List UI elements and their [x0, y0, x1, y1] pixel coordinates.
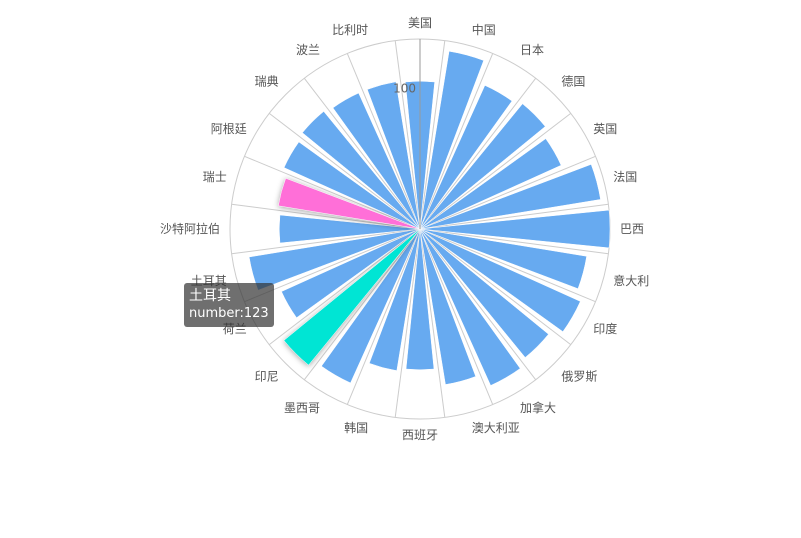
spoke-line	[303, 77, 421, 230]
spoke-line	[419, 112, 572, 230]
bar-印度	[419, 228, 581, 333]
bar-澳大利亚	[419, 228, 477, 385]
bar-荷兰	[281, 228, 421, 319]
bar-波兰	[332, 92, 421, 230]
bar-中国	[419, 50, 485, 230]
bar-瑞士	[278, 177, 421, 230]
spoke-line	[268, 228, 421, 346]
bar-日本	[419, 85, 513, 230]
bar-意大利	[419, 228, 587, 290]
category-label-德国: 德国	[561, 74, 585, 89]
category-label-法国: 法国	[613, 170, 637, 184]
category-label-巴西: 巴西	[620, 222, 644, 236]
category-label-印尼: 印尼	[255, 369, 279, 383]
spoke-line	[419, 203, 609, 230]
spoke-line	[394, 40, 421, 230]
spoke-line	[244, 228, 421, 303]
category-label-沙特阿拉伯: 沙特阿拉伯	[160, 221, 220, 236]
category-label-英国: 英国	[593, 122, 617, 136]
category-label-波兰: 波兰	[296, 43, 320, 57]
bar-法国	[419, 164, 601, 230]
spoke-line	[419, 228, 446, 418]
category-label-阿根廷: 阿根廷	[211, 122, 247, 136]
category-label-瑞典: 瑞典	[255, 75, 279, 89]
spoke-line	[346, 228, 421, 405]
bar-沙特阿拉伯	[279, 214, 421, 244]
bar-韩国	[368, 228, 421, 371]
spoke-line	[394, 228, 421, 418]
spoke-line	[419, 228, 572, 346]
bar-巴西	[419, 209, 611, 249]
bar-英国	[419, 138, 562, 230]
radius-tick-label: 100	[393, 81, 416, 95]
category-label-美国: 美国	[408, 16, 432, 30]
bar-墨西哥	[321, 228, 421, 384]
category-label-墨西哥: 墨西哥	[284, 401, 320, 415]
tooltip-value: number:123	[189, 306, 269, 321]
category-label-西班牙: 西班牙	[402, 428, 438, 442]
tooltip: 土耳其 number:123	[184, 283, 274, 327]
bar-印尼	[283, 228, 421, 366]
category-label-瑞士: 瑞士	[203, 170, 227, 184]
bar-瑞典	[302, 111, 421, 230]
category-label-澳大利亚: 澳大利亚	[472, 421, 520, 435]
spoke-line	[244, 155, 421, 230]
category-label-韩国: 韩国	[344, 420, 368, 435]
category-label-日本: 日本	[520, 43, 544, 57]
spoke-line	[231, 228, 421, 255]
category-label-印度: 印度	[593, 321, 617, 336]
spoke-line	[419, 77, 537, 230]
category-label-中国: 中国	[472, 22, 496, 37]
bar-俄罗斯	[419, 228, 549, 358]
category-label-比利时: 比利时	[332, 23, 368, 37]
bar-比利时	[366, 81, 421, 230]
spoke-line	[419, 228, 537, 381]
spoke-line	[346, 53, 421, 230]
category-label-俄罗斯: 俄罗斯	[561, 369, 597, 383]
bar-阿根廷	[283, 141, 421, 230]
tooltip-title: 土耳其	[189, 288, 231, 304]
spoke-line	[419, 228, 609, 255]
spoke-line	[419, 228, 494, 405]
spoke-line	[268, 112, 421, 230]
spoke-line	[419, 228, 596, 303]
bar-德国	[419, 103, 546, 230]
spoke-line	[419, 155, 596, 230]
spoke-line	[231, 203, 421, 230]
spoke-line	[303, 228, 421, 381]
spoke-line	[419, 40, 446, 230]
spoke-line	[419, 53, 494, 230]
bar-加拿大	[419, 228, 521, 386]
category-label-意大利: 意大利	[613, 273, 649, 288]
bar-西班牙	[405, 228, 435, 370]
category-label-加拿大: 加拿大	[520, 400, 556, 415]
